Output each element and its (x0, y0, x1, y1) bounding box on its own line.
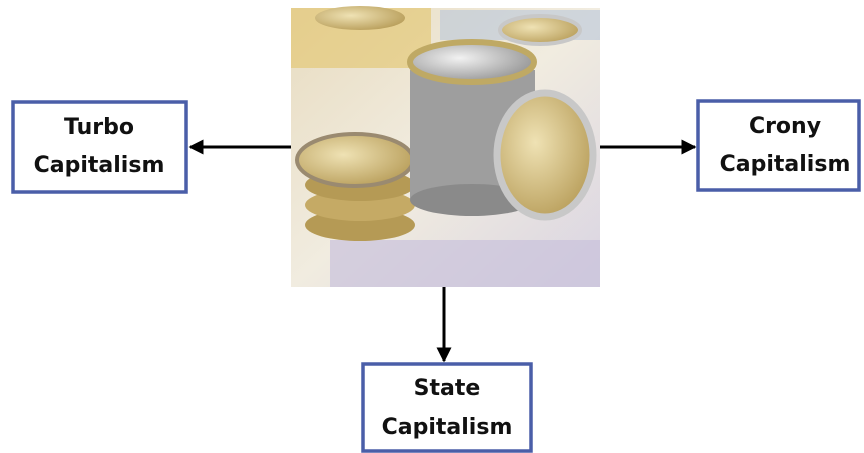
node-label: Turbo (64, 115, 134, 140)
node-box: Turbo Capitalism (13, 102, 186, 192)
coins-image (291, 6, 600, 287)
diagram: Turbo Capitalism Crony Capitalism State … (0, 0, 864, 453)
node-box: Crony Capitalism (698, 101, 859, 190)
node-label: Capitalism (34, 153, 165, 178)
node-label: Capitalism (382, 415, 513, 440)
node-label: Crony (749, 114, 821, 139)
node-box: State Capitalism (363, 364, 531, 451)
node-label: State (414, 376, 481, 401)
node-label: Capitalism (720, 152, 851, 177)
